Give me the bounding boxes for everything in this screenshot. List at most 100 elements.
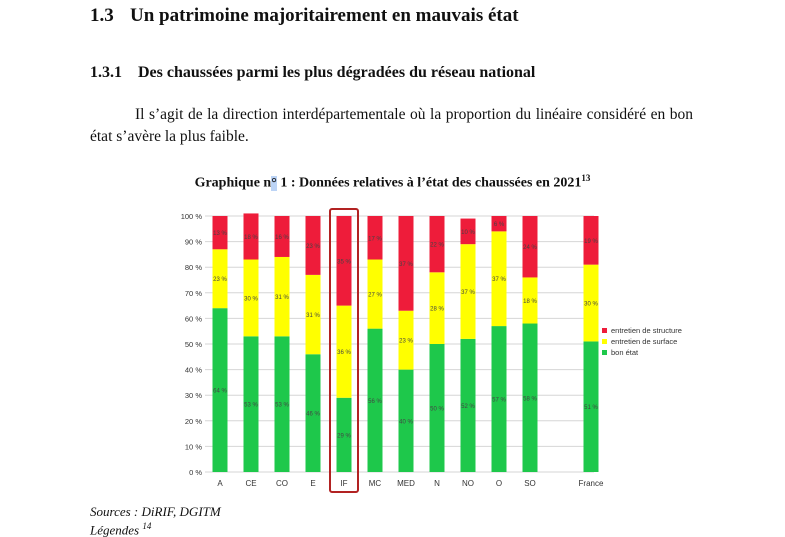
bar-segment <box>274 336 290 472</box>
bar-segment <box>491 231 507 327</box>
y-tick-label: 50 % <box>185 340 202 349</box>
caption-rest: 1 : Données relatives à l’état des chaus… <box>276 175 582 191</box>
data-label: 40 % <box>399 419 413 425</box>
x-tick-label: MC <box>369 479 382 488</box>
legend-swatch <box>602 350 607 355</box>
data-label: 31 % <box>275 295 289 301</box>
bar-segment <box>243 213 259 260</box>
bar-segment <box>336 305 352 398</box>
data-label: 27 % <box>368 293 382 299</box>
subsection-title: Des chaussées parmi les plus dégradées d… <box>138 64 536 81</box>
bar-segment <box>398 369 414 472</box>
y-tick-label: 80 % <box>185 263 202 272</box>
bar-segment <box>212 216 228 250</box>
x-tick-label: O <box>496 479 502 488</box>
data-label: 46 % <box>306 412 320 418</box>
y-tick-label: 40 % <box>185 366 202 375</box>
bar-segment <box>305 216 321 275</box>
sources-text: Sources : DiRIF, DGITM <box>90 504 221 519</box>
bar-segment <box>583 216 599 265</box>
caption-selected-text[interactable]: ° <box>271 175 277 191</box>
bar-segment <box>491 326 507 472</box>
bar-segment <box>583 264 599 342</box>
bar-segment <box>305 354 321 472</box>
x-tick-label: France <box>579 479 604 488</box>
bar-segment <box>398 216 414 311</box>
highlight-box <box>329 208 359 493</box>
data-label: 23 % <box>306 244 320 250</box>
legend-swatch <box>602 328 607 333</box>
data-label: 56 % <box>368 399 382 405</box>
x-tick-label: A <box>217 479 223 488</box>
bar-segment <box>212 308 228 472</box>
data-label: 23 % <box>399 339 413 345</box>
bar-segment <box>367 259 383 329</box>
data-label: 29 % <box>337 433 351 439</box>
data-label: 16 % <box>275 235 289 241</box>
x-tick-label: E <box>310 479 315 488</box>
data-label: 57 % <box>492 398 506 404</box>
data-label: 52 % <box>461 404 475 410</box>
data-label: 18 % <box>523 299 537 305</box>
bar-segment <box>243 259 259 337</box>
subsection-heading: 1.3.1 Des chaussées parmi les plus dégrad… <box>90 64 535 82</box>
legend-swatch <box>602 339 607 344</box>
data-label: 50 % <box>430 407 444 413</box>
sources-note: Sources : DiRIF, DGITM Légendes 14 <box>90 504 221 537</box>
x-tick-label: MED <box>397 479 415 488</box>
data-label: 53 % <box>244 403 258 409</box>
bar-segment <box>274 256 290 337</box>
data-label: 24 % <box>523 245 537 251</box>
bar-segment <box>274 216 290 257</box>
section-title: Un patrimoine majoritairement en mauvais… <box>130 5 519 26</box>
data-label: 36 % <box>337 350 351 356</box>
y-tick-label: 100 % <box>181 212 203 221</box>
section-heading: 1.3 Un patrimoine majoritairement en mauv… <box>90 5 519 27</box>
bar-segment <box>367 328 383 472</box>
bar-segment <box>336 216 352 306</box>
data-label: 22 % <box>430 243 444 249</box>
bar-segment <box>429 272 445 344</box>
bar-segment <box>429 216 445 273</box>
y-tick-label: 10 % <box>185 442 202 451</box>
data-label: 58 % <box>523 396 537 402</box>
chart-caption: Graphique n° 1 : Données relatives à l’é… <box>0 173 785 192</box>
y-tick-label: 0 % <box>189 468 202 477</box>
y-tick-label: 20 % <box>185 417 202 426</box>
subsection-number: 1.3.1 <box>90 64 122 81</box>
paragraph-text: Il s’agit de la direction interdéparteme… <box>90 106 693 145</box>
data-label: 10 % <box>461 230 475 236</box>
legend-label: entretien de surface <box>611 337 677 346</box>
bar-segment <box>429 344 445 472</box>
bar-segment <box>460 338 476 472</box>
bar-segment <box>398 310 414 370</box>
data-label: 13 % <box>213 231 227 237</box>
x-tick-label: CE <box>245 479 256 488</box>
bar-segment <box>522 323 538 472</box>
data-label: 17 % <box>368 236 382 242</box>
data-label: 64 % <box>213 389 227 395</box>
bar-segment <box>522 277 538 324</box>
data-label: 30 % <box>584 302 598 308</box>
data-label: 6 % <box>494 222 505 228</box>
data-label: 37 % <box>399 262 413 268</box>
body-paragraph: Il s’agit de la direction interdéparteme… <box>90 104 693 148</box>
legends-footnote: 14 <box>142 521 152 531</box>
legend-label: bon état <box>611 348 639 357</box>
bar-segment <box>212 249 228 309</box>
section-number: 1.3 <box>90 5 114 26</box>
data-label: 51 % <box>584 405 598 411</box>
bar-segment <box>491 216 507 232</box>
legends-label: Légendes <box>90 522 140 537</box>
bar-segment <box>243 336 259 472</box>
bar-segment <box>460 244 476 339</box>
y-tick-label: 70 % <box>185 289 202 298</box>
y-tick-label: 60 % <box>185 314 202 323</box>
x-tick-label: N <box>434 479 440 488</box>
caption-prefix: Graphique n <box>194 175 272 191</box>
data-label: 28 % <box>430 307 444 313</box>
x-tick-label: IF <box>340 479 347 488</box>
data-label: 23 % <box>213 277 227 283</box>
x-tick-label: SO <box>524 479 536 488</box>
stacked-bar-chart: 0 % 10 % 20 % 30 % 40 % 50 % 60 % 70 % 80 % 90 % 1… <box>172 205 712 500</box>
